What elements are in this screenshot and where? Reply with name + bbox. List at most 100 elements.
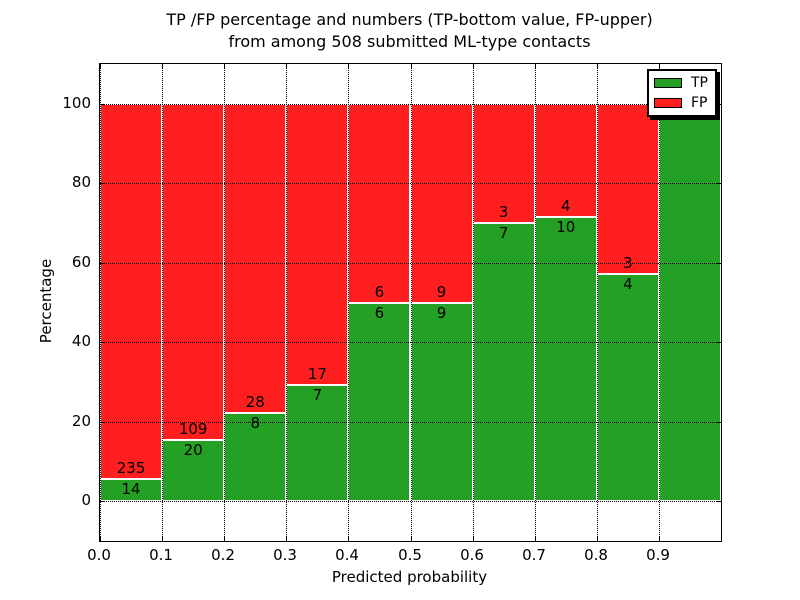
x-tick-label: 0.3 — [273, 546, 297, 564]
x-tick-top — [348, 64, 349, 69]
fp-count-label: 235 — [116, 459, 146, 477]
x-gridline — [162, 64, 163, 541]
x-tick-bottom — [597, 536, 598, 541]
y-gridline — [100, 104, 721, 105]
fp-count-label: 109 — [178, 419, 208, 438]
legend-item-fp: FP — [649, 96, 715, 110]
tp-count-label: 6 — [374, 303, 385, 322]
x-tick-top — [162, 64, 163, 69]
x-tick-label: 0.7 — [522, 546, 546, 564]
fp-count-label: 6 — [374, 282, 385, 301]
y-tick-left — [100, 501, 105, 502]
x-tick-bottom — [659, 536, 660, 541]
y-tick-left — [100, 263, 105, 264]
x-tick-top — [597, 64, 598, 69]
fp-count-label: 17 — [307, 365, 327, 384]
y-tick-right — [716, 501, 721, 502]
y-tick-label: 40 — [71, 332, 91, 350]
fp-color-swatch — [654, 97, 682, 108]
x-gridline — [224, 64, 225, 541]
bar-segment-fp — [348, 103, 411, 303]
bar-segment-tp — [224, 413, 287, 502]
chart-title: TP /FP percentage and numbers (TP-bottom… — [99, 9, 720, 53]
y-gridline — [100, 422, 721, 423]
fp-count-label: 3 — [623, 254, 633, 273]
y-tick-right — [716, 422, 721, 423]
y-tick-label: 80 — [71, 173, 91, 191]
x-tick-top — [659, 64, 660, 69]
plot-area: 2351410920288177669937410349 TP FP — [99, 63, 722, 542]
bar-segment-tp — [472, 223, 535, 502]
tp-count-label: 20 — [183, 440, 203, 459]
x-tick-top — [224, 64, 225, 69]
x-tick-bottom — [162, 536, 163, 541]
x-tick-top — [286, 64, 287, 69]
chart-title-line1: TP /FP percentage and numbers (TP-bottom… — [166, 10, 653, 29]
x-gridline — [535, 64, 536, 541]
y-tick-right — [716, 183, 721, 184]
x-tick-label: 0.8 — [584, 546, 608, 564]
tp-count-label: 8 — [250, 414, 261, 432]
x-tick-top — [411, 64, 412, 69]
tp-color-swatch — [654, 78, 682, 89]
fp-count-label: 28 — [245, 393, 265, 412]
fp-count-label: 3 — [498, 203, 509, 221]
x-gridline — [659, 64, 660, 541]
x-gridline — [286, 64, 287, 541]
y-tick-label: 0 — [81, 491, 91, 509]
x-axis-label: Predicted probability — [331, 568, 488, 586]
bar-segment-tp — [596, 274, 659, 502]
y-tick-label: 60 — [71, 253, 91, 271]
y-gridline — [100, 501, 721, 502]
tp-count-label: 7 — [312, 386, 323, 405]
bar-segment-tp — [348, 302, 411, 502]
x-tick-label: 0.2 — [211, 546, 235, 564]
legend: TP FP — [647, 69, 717, 117]
y-gridline — [100, 263, 721, 264]
bar-segment-fp — [534, 103, 597, 218]
bar-segment-tp — [658, 103, 721, 502]
x-tick-label: 0.4 — [335, 546, 359, 564]
bar-segment-fp — [162, 103, 225, 440]
bar-segment-tp — [410, 302, 473, 502]
x-tick-label: 0.6 — [460, 546, 484, 564]
y-tick-left — [100, 183, 105, 184]
y-tick-left — [100, 342, 105, 343]
y-axis-label: Percentage — [37, 258, 55, 344]
x-tick-bottom — [348, 536, 349, 541]
y-gridline — [100, 342, 721, 343]
y-tick-right — [716, 104, 721, 105]
x-tick-label: 0.1 — [149, 546, 173, 564]
x-tick-bottom — [411, 536, 412, 541]
x-tick-bottom — [286, 536, 287, 541]
bar-segment-tp — [162, 439, 225, 502]
x-gridline — [411, 64, 412, 541]
x-tick-top — [100, 64, 101, 69]
fp-count-label: 9 — [436, 282, 447, 301]
x-gridline — [473, 64, 474, 541]
x-tick-bottom — [473, 536, 474, 541]
x-tick-label: 0.0 — [87, 546, 111, 564]
bar-segment-fp — [410, 103, 473, 303]
x-tick-top — [535, 64, 536, 69]
plot-inner: 2351410920288177669937410349 — [100, 64, 721, 541]
x-tick-label: 0.9 — [646, 546, 670, 564]
tp-count-label: 7 — [498, 224, 509, 242]
y-tick-label: 20 — [71, 412, 91, 430]
x-gridline — [597, 64, 598, 541]
chart-title-line2: from among 508 submitted ML-type contact… — [228, 32, 591, 51]
x-tick-bottom — [224, 536, 225, 541]
legend-label-fp: FP — [691, 94, 708, 111]
y-tick-right — [716, 263, 721, 264]
y-tick-left — [100, 422, 105, 423]
y-tick-left — [100, 104, 105, 105]
legend-label-tp: TP — [691, 75, 708, 92]
bar-segment-fp — [100, 103, 163, 479]
tp-count-label: 14 — [121, 479, 141, 498]
bar-segment-fp — [596, 103, 659, 275]
x-gridline — [348, 64, 349, 541]
y-gridline — [100, 183, 721, 184]
tp-count-label: 10 — [556, 218, 576, 237]
x-tick-bottom — [535, 536, 536, 541]
